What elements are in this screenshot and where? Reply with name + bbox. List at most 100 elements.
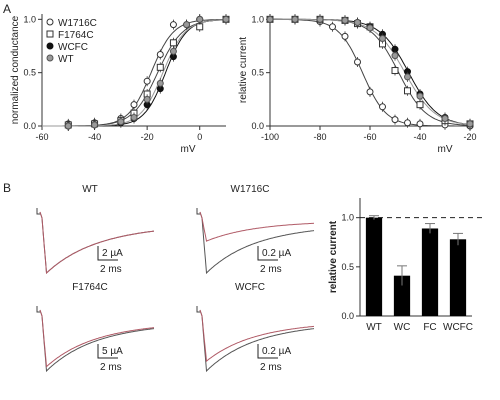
data-point-wt	[316, 15, 324, 23]
data-point-wt	[117, 118, 125, 126]
data-point-wt	[169, 47, 177, 55]
data-point-wt	[64, 122, 72, 130]
trace-label: F1764C	[72, 282, 108, 293]
data-point-w1716c	[366, 88, 374, 96]
x-tick-label: -20	[463, 132, 476, 142]
data-point-wt	[354, 19, 361, 27]
current-trace-red	[199, 211, 315, 242]
trace-label: WCFC	[235, 282, 265, 293]
current-trace-red	[199, 309, 315, 363]
legend-label-wcfc: WCFC	[58, 42, 88, 53]
data-point-wt	[183, 21, 191, 29]
data-point-w1716c	[404, 119, 411, 127]
data-point-wt	[404, 73, 411, 81]
fit-curve-f1764c	[270, 18, 471, 126]
trace-label: W1716C	[231, 184, 270, 195]
x-axis-label: mV	[438, 144, 453, 155]
y-tick-label: 0.5	[341, 262, 354, 272]
data-point-w1716c	[379, 103, 386, 111]
legend-marker-wcfc	[46, 42, 54, 50]
y-tick-label: 0.0	[251, 121, 264, 131]
data-point-wt	[91, 121, 99, 129]
y-tick-label: 0.0	[341, 311, 354, 321]
trace-panel-wt: WT 2 µA 2 ms	[36, 184, 155, 275]
x-axis-label: mV	[181, 144, 196, 155]
fit-curve-wcfc	[270, 18, 471, 125]
legend-label-wt: WT	[58, 54, 74, 65]
data-point-w1716c	[416, 120, 424, 128]
legend-label-f1764c: F1764C	[58, 30, 94, 41]
data-point-wt	[366, 24, 374, 32]
conductance-voltage-chart: 0.0 0.5 1.0 -60 -40 -20 0mV normalized conducta…	[10, 14, 230, 155]
y-tick-label: 0.0	[23, 121, 36, 131]
data-point-w1716c	[391, 116, 399, 124]
category-label: WT	[366, 322, 382, 333]
data-point-f1764c	[169, 39, 177, 47]
panel-label-a: A	[3, 2, 11, 16]
x-tick-label: -40	[413, 132, 426, 142]
scale-bar-time: 2 ms	[260, 362, 282, 373]
x-tick-label: -40	[88, 132, 101, 142]
data-point-w1716c	[143, 77, 151, 85]
data-point-wt	[222, 15, 230, 23]
bar-wcfc	[449, 239, 467, 316]
data-point-wt	[441, 115, 449, 123]
bar-wt	[365, 217, 383, 316]
current-trace-red	[39, 309, 155, 368]
scale-bar	[97, 344, 118, 359]
y-tick-label: 0.5	[251, 68, 264, 78]
y-tick-label: 1.0	[23, 14, 36, 24]
x-tick-label: -60	[363, 132, 376, 142]
voltage-step-marker	[196, 306, 201, 313]
legend-label-w1716c: W1716C	[58, 18, 97, 29]
data-point-w1716c	[341, 32, 349, 40]
x-tick-label: 0	[197, 132, 202, 142]
y-axis-label: relative current	[238, 37, 249, 103]
scale-bar-current: 2 µA	[102, 248, 123, 259]
voltage-step-marker	[196, 208, 201, 215]
category-label: WCFC	[443, 322, 473, 333]
scale-bar-time: 2 ms	[260, 264, 282, 275]
data-point-wt	[291, 15, 299, 23]
data-point-wt	[341, 16, 349, 24]
current-traces: WT 2 µA 2 ms W1716C 0.2 µA 2 ms F1764C 5 µA 2 ms…	[36, 184, 315, 373]
x-tick-label: -60	[35, 132, 48, 142]
trace-panel-w1716c: W1716C 0.2 µA 2 ms	[196, 184, 315, 275]
x-tick-label: -20	[141, 132, 154, 142]
scale-bar-current: 5 µA	[102, 346, 123, 357]
scale-bar-time: 2 ms	[100, 264, 122, 275]
y-axis-label: relative current	[328, 220, 339, 293]
data-point-w1716c	[329, 23, 336, 31]
x-tick-label: -100	[261, 132, 279, 142]
data-point-wt	[466, 120, 474, 128]
current-trace-gray	[199, 309, 315, 373]
voltage-step-marker	[36, 306, 41, 313]
scale-bar-current: 0.2 µA	[262, 346, 291, 357]
bar-wc	[393, 275, 411, 316]
data-point-f1764c	[404, 87, 411, 95]
data-point-wt	[143, 95, 151, 103]
inactivation-chart: 0.0 0.5 1.0 -100 -80 -60 -40 -20 mV relative curr…	[238, 14, 477, 155]
fit-curve-wt	[270, 18, 471, 126]
scale-bar	[97, 246, 118, 261]
trace-panel-f1764c: F1764C 5 µA 2 ms	[36, 282, 155, 373]
data-point-wt	[416, 92, 424, 100]
scale-bar	[257, 246, 278, 261]
legend-marker-wt	[46, 54, 54, 62]
panel-label-b: B	[3, 181, 11, 195]
trace-label: WT	[82, 184, 98, 195]
data-point-f1764c	[156, 63, 164, 71]
trace-panel-wcfc: WCFC 0.2 µA 2 ms	[196, 282, 315, 373]
data-point-wt	[156, 79, 164, 87]
current-trace-red	[39, 211, 155, 275]
scale-bar	[257, 344, 278, 359]
data-point-f1764c	[416, 101, 424, 109]
category-label: WC	[394, 322, 411, 333]
current-trace-gray	[199, 211, 315, 275]
y-tick-label: 1.0	[341, 213, 354, 223]
y-tick-label: 1.0	[251, 14, 264, 24]
fit-curve-w1716c	[270, 18, 470, 127]
y-tick-label: 0.5	[23, 68, 36, 78]
